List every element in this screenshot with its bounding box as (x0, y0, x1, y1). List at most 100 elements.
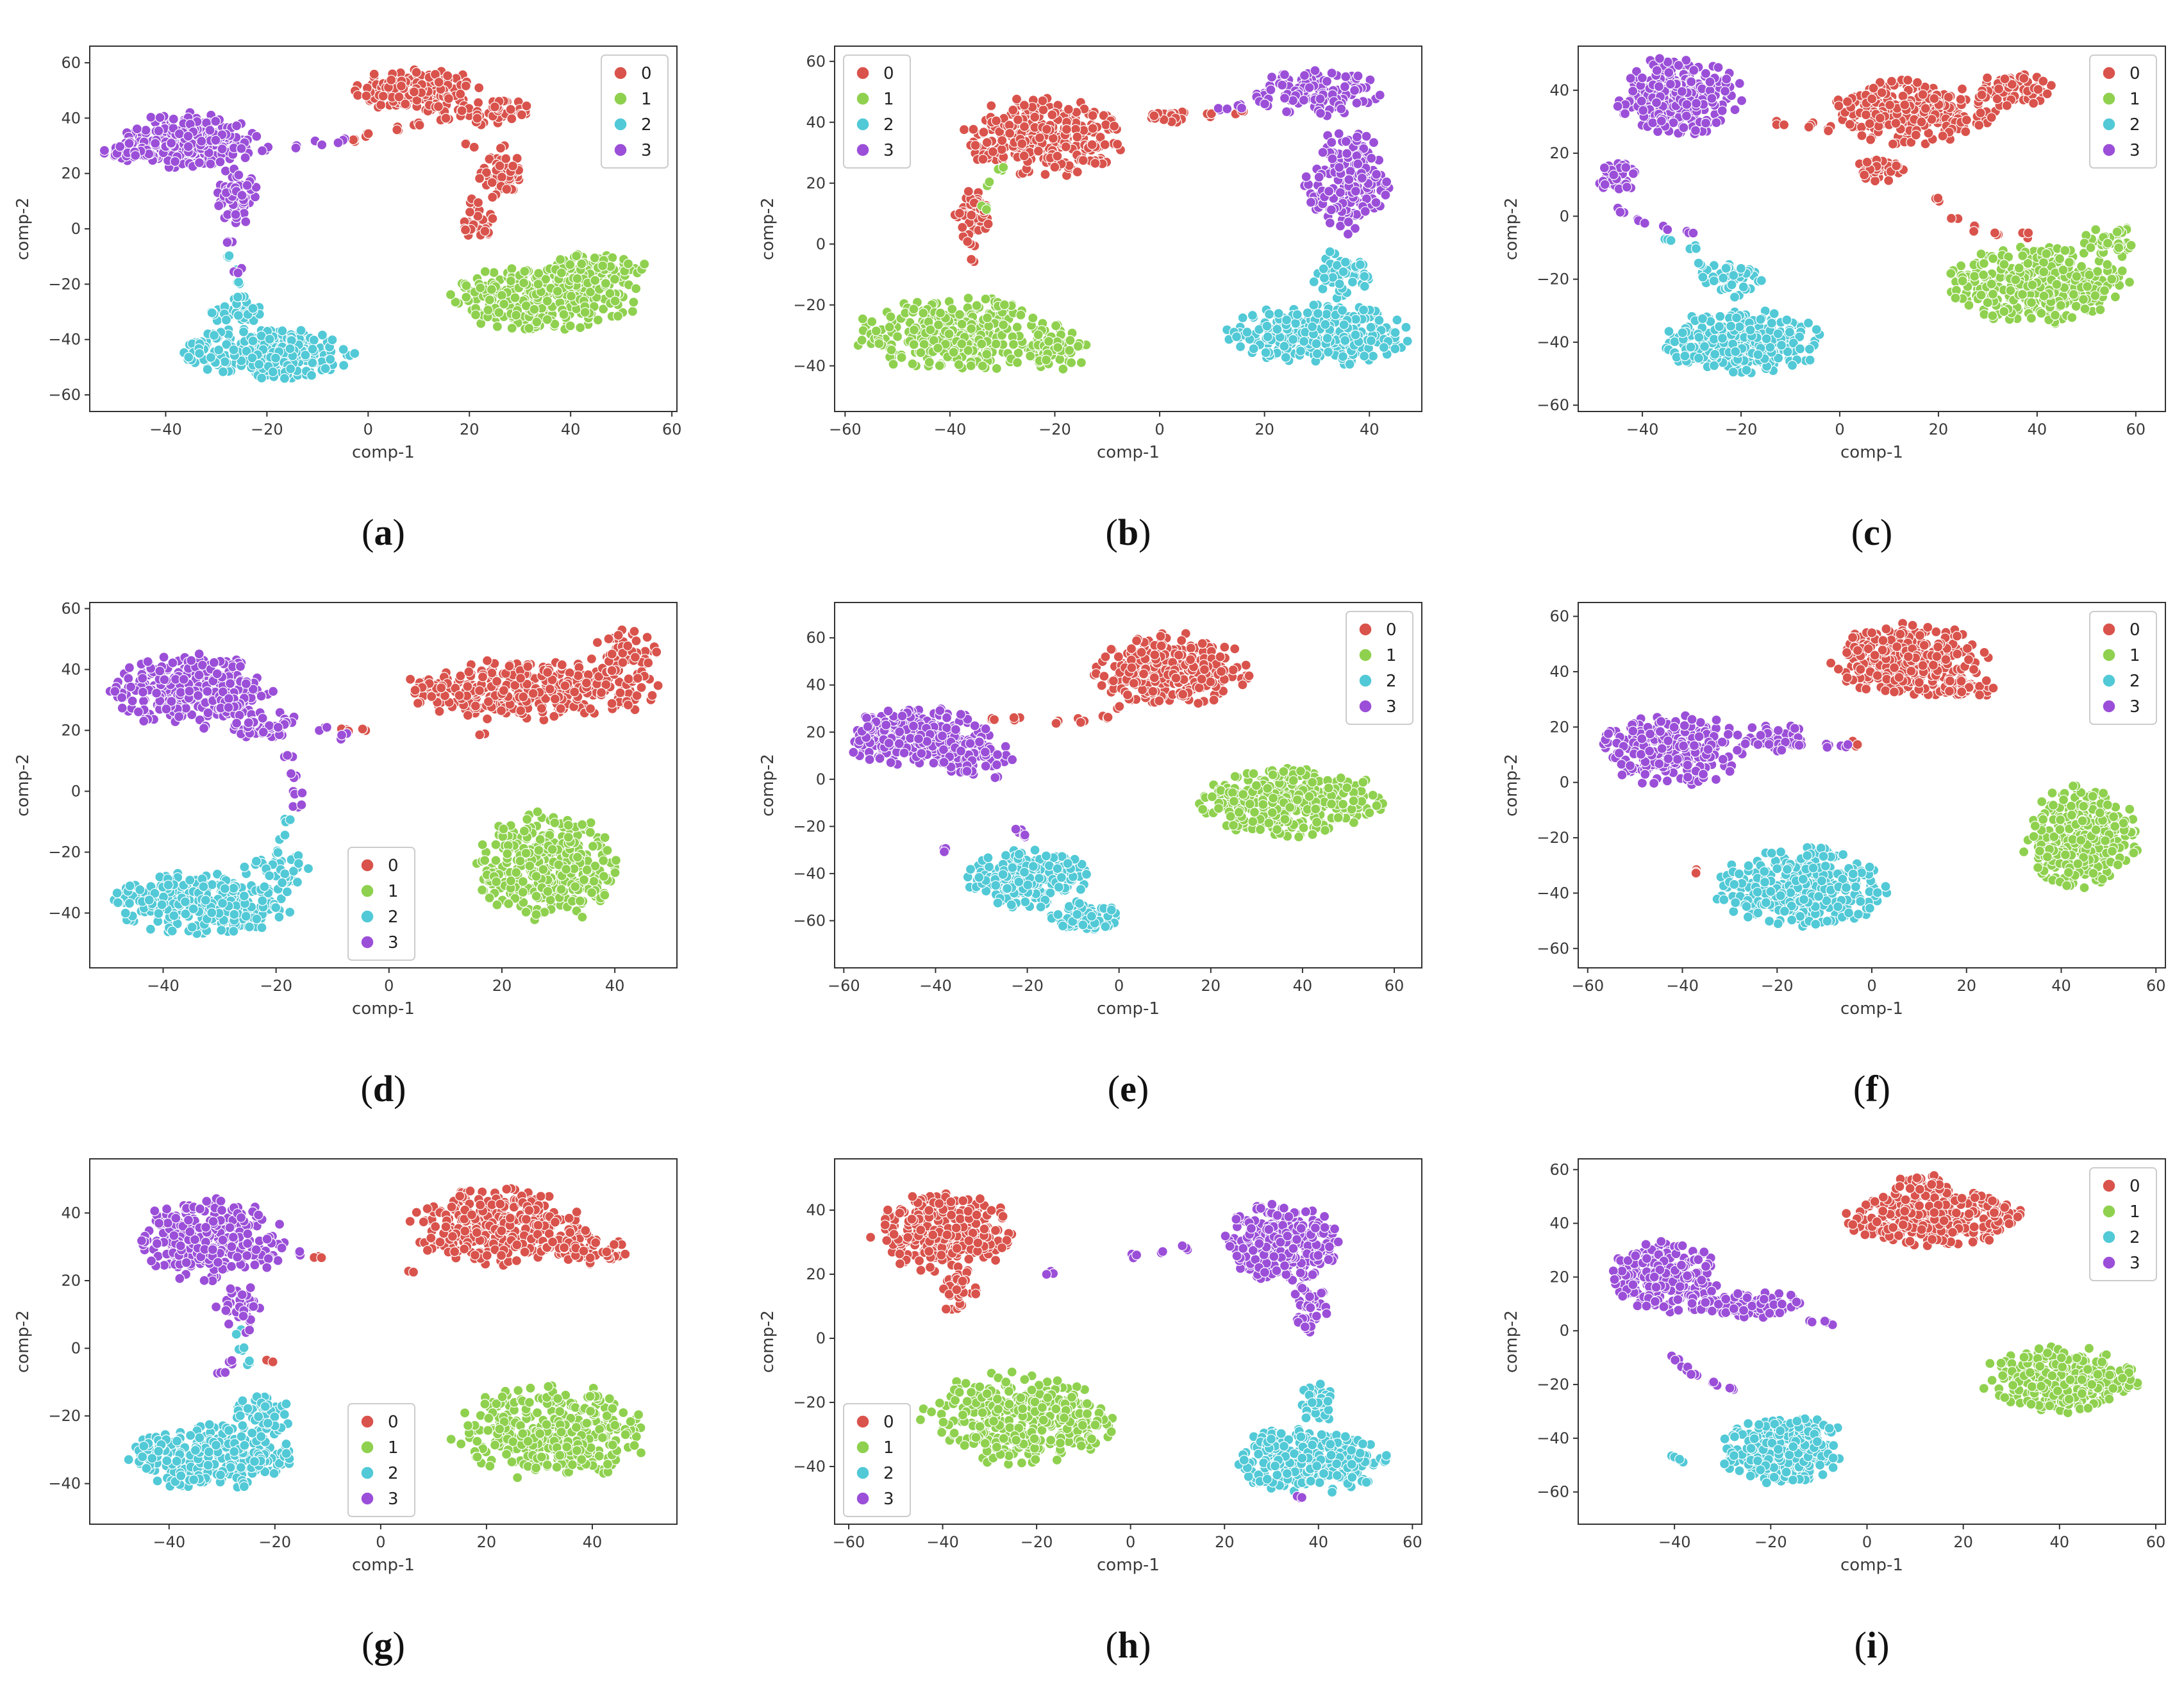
point-1 (483, 304, 494, 315)
point-3 (168, 113, 179, 124)
cluster-3 (99, 107, 350, 278)
point-1 (2090, 224, 2101, 235)
point-3 (217, 144, 228, 154)
point-3 (1621, 181, 1632, 192)
point-3 (236, 143, 247, 154)
point-1 (867, 316, 878, 327)
point-0 (375, 99, 387, 110)
point-0 (516, 110, 528, 120)
point-3 (194, 157, 205, 168)
point-3 (1621, 162, 1631, 173)
point-1 (475, 283, 486, 294)
point-0 (963, 186, 974, 197)
point-2 (1708, 360, 1720, 371)
point-2 (1280, 352, 1291, 363)
point-3 (1615, 206, 1626, 218)
point-1 (1008, 339, 1019, 350)
point-1 (510, 310, 522, 320)
point-3 (1266, 72, 1278, 83)
point-0 (1986, 112, 1997, 123)
point-2 (338, 344, 349, 355)
point-2 (1784, 327, 1795, 338)
point-0 (2019, 73, 2030, 84)
point-3 (1339, 81, 1350, 92)
point-3 (1349, 85, 1360, 96)
point-3 (1706, 93, 1717, 104)
point-2 (320, 363, 331, 374)
point-0 (394, 92, 404, 103)
y-tick-label: −40 (48, 331, 81, 349)
point-0 (484, 154, 495, 165)
x-axis-title: comp-1 (1840, 443, 1903, 462)
point-0 (549, 694, 561, 704)
point-2 (1337, 305, 1348, 316)
point-0 (1975, 108, 1986, 119)
point-3 (1651, 65, 1662, 76)
point-1 (2124, 277, 2135, 288)
point-1 (885, 312, 896, 322)
point-2 (277, 326, 288, 337)
y-tick-label: −20 (1537, 270, 1569, 288)
point-2 (1322, 333, 1333, 344)
point-0 (1937, 131, 1948, 142)
point-3 (1358, 143, 1369, 154)
x-tick-label: 40 (561, 420, 581, 438)
point-2 (1338, 319, 1349, 330)
point-0 (521, 101, 532, 112)
point-0 (957, 222, 968, 233)
point-2 (1359, 351, 1370, 362)
cluster-0 (348, 64, 532, 241)
point-2 (1298, 336, 1310, 347)
point-3 (1340, 71, 1351, 82)
point-1 (519, 266, 530, 277)
point-2 (238, 326, 249, 337)
point-3 (1350, 186, 1361, 197)
point-2 (1365, 335, 1376, 346)
panel-caption: (a) (362, 511, 405, 553)
point-0 (601, 679, 612, 690)
point-2 (1761, 333, 1772, 344)
point-2 (1765, 342, 1776, 353)
point-2 (1769, 308, 1780, 319)
legend-label-3: 3 (2130, 141, 2140, 160)
point-2 (1734, 321, 1745, 332)
x-tick-label: 60 (662, 420, 682, 438)
point-1 (506, 263, 517, 274)
point-3 (1281, 106, 1292, 117)
point-0 (2042, 88, 2053, 99)
point-3 (240, 216, 251, 227)
point-1 (2063, 257, 2075, 268)
point-3 (290, 142, 301, 153)
point-1 (2010, 274, 2021, 285)
point-1 (977, 360, 988, 372)
point-2 (205, 352, 216, 363)
point-0 (1993, 83, 2005, 94)
point-0 (542, 667, 553, 678)
point-2 (1302, 308, 1313, 319)
point-1 (589, 253, 600, 263)
point-0 (1874, 113, 1885, 124)
point-0 (613, 629, 624, 641)
point-2 (1287, 334, 1299, 345)
point-0 (1060, 141, 1071, 153)
point-2 (221, 315, 231, 326)
point-1 (857, 313, 868, 324)
point-1 (609, 274, 620, 285)
point-3 (1690, 125, 1701, 136)
point-1 (892, 331, 903, 342)
point-3 (1336, 103, 1347, 114)
point-2 (1262, 331, 1273, 342)
point-2 (1318, 263, 1329, 274)
point-3 (1356, 172, 1367, 183)
point-1 (933, 319, 944, 330)
point-1 (1064, 345, 1075, 356)
points-layer (1594, 53, 2137, 378)
point-3 (1343, 217, 1354, 228)
point-1 (2071, 271, 2082, 282)
point-0 (472, 197, 484, 208)
x-tick-label: 20 (460, 420, 479, 438)
panel-c: −40 −20 0 20 40 60−60−40−2002040comp-1comp-20… (1502, 46, 2166, 553)
point-2 (306, 370, 317, 381)
y-tick-label: 40 (1549, 81, 1569, 99)
